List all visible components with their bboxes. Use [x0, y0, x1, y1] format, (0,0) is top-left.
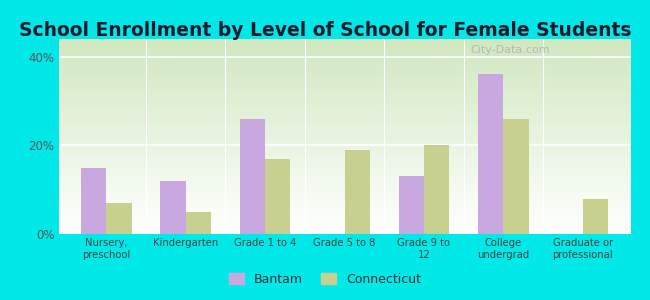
Text: School Enrollment by Level of School for Female Students: School Enrollment by Level of School for…	[19, 21, 631, 40]
Bar	[398, 176, 424, 234]
Bar	[81, 167, 106, 234]
Bar	[503, 119, 529, 234]
Bar	[424, 146, 449, 234]
Text: City-Data.com: City-Data.com	[471, 45, 550, 55]
Bar	[160, 181, 186, 234]
Bar	[344, 150, 370, 234]
Bar	[240, 119, 265, 234]
Bar	[583, 199, 608, 234]
Bar	[265, 159, 291, 234]
Bar	[478, 74, 503, 234]
Bar	[106, 203, 131, 234]
Legend: Bantam, Connecticut: Bantam, Connecticut	[224, 268, 426, 291]
Bar	[186, 212, 211, 234]
